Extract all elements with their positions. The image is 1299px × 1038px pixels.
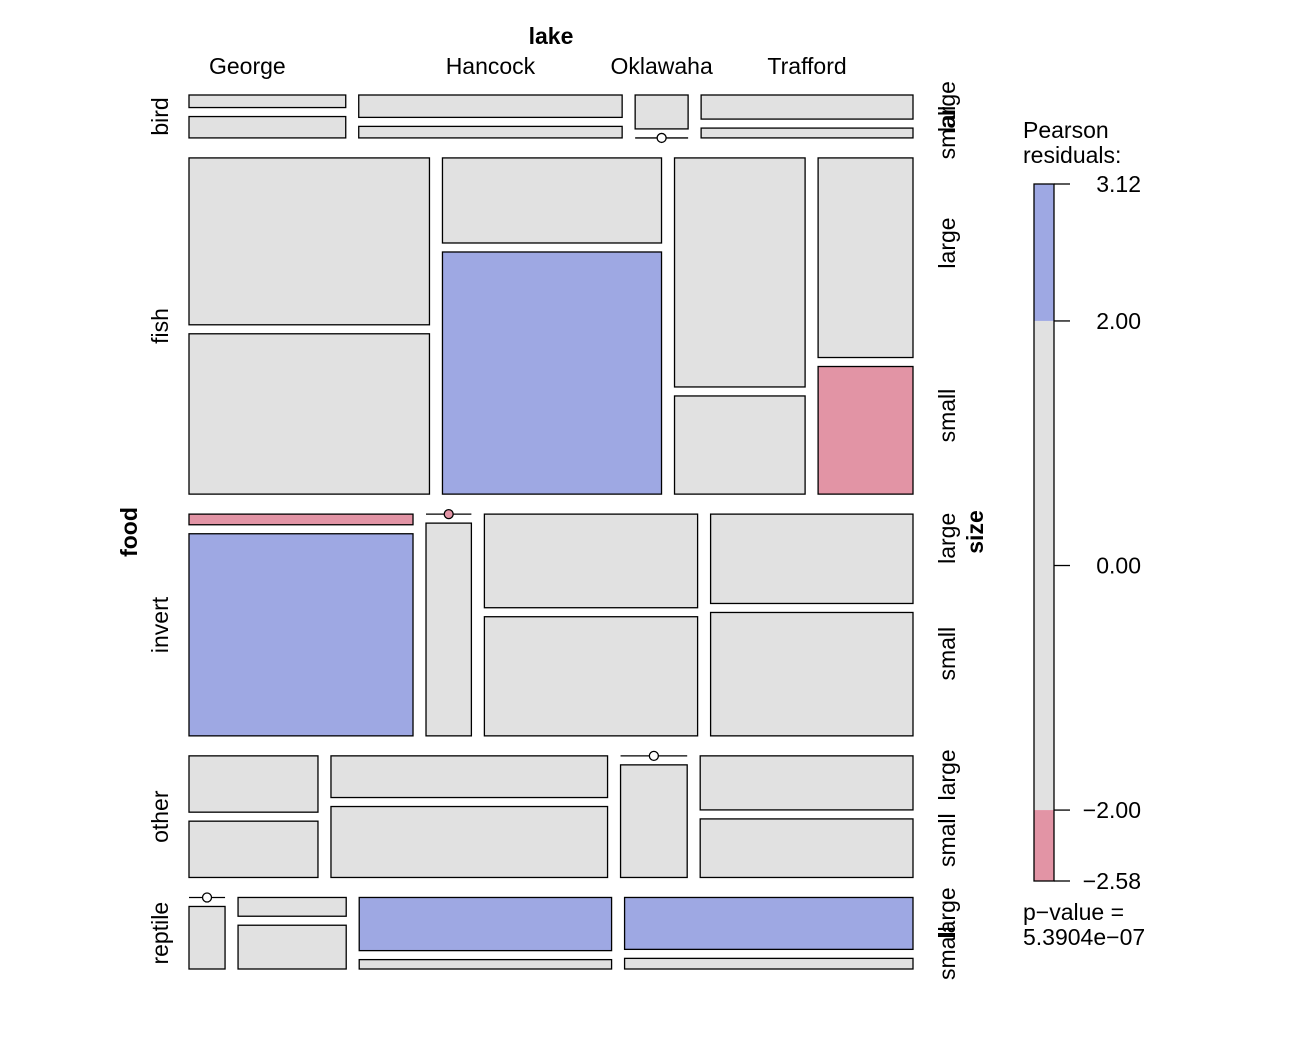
tile-fish-oklawaha-large xyxy=(673,157,806,388)
pvalue-line-1: 5.3904e−07 xyxy=(1023,924,1145,950)
split-label-small-reptile: small xyxy=(934,926,960,980)
tile-invert-george-small xyxy=(188,533,414,737)
legend-band-neutral xyxy=(1034,320,1054,811)
tile-reptile-trafford-large xyxy=(623,896,914,951)
legend-tick-label-2: 0.00 xyxy=(1096,553,1141,579)
legend-tick-label-1: 2.00 xyxy=(1096,308,1141,334)
row-label-reptile: reptile xyxy=(147,902,173,965)
split-label-small-bird: small xyxy=(934,106,960,160)
tile-fish-george-small xyxy=(188,333,431,495)
mosaic-tiles xyxy=(188,94,914,970)
tile-bird-george-large xyxy=(188,94,347,109)
tile-fish-hancock-large xyxy=(441,157,663,244)
legend-title-line-0: Pearson xyxy=(1023,117,1109,143)
tile-fish-trafford-large xyxy=(817,157,914,359)
row-label-bird: bird xyxy=(147,97,173,135)
legend-tick-label-4: −2.58 xyxy=(1083,868,1141,894)
tile-bird-hancock-small xyxy=(358,125,623,139)
tile-bird-trafford-large xyxy=(700,94,914,120)
split-label-large-bird: large xyxy=(934,81,960,132)
mosaic-labels: George Hancock Oklawaha Trafford lake bird fis… xyxy=(116,23,988,980)
legend-tick-label-0: 3.12 xyxy=(1096,171,1141,197)
tile-invert-oklawaha-large xyxy=(483,513,699,609)
tile-bird-hancock-large xyxy=(358,94,623,119)
tile-invert-hancock-large-zero-marker xyxy=(443,508,454,520)
row-label-fish: fish xyxy=(147,308,173,344)
tile-invert-oklawaha-small xyxy=(483,616,699,737)
legend-bar-frame xyxy=(1033,183,1055,882)
split-label-small-other: small xyxy=(934,813,960,867)
tile-bird-trafford-small xyxy=(700,127,914,139)
tile-fish-george-large xyxy=(188,157,431,326)
tile-other-oklawaha-small xyxy=(619,764,688,879)
tile-other-trafford-small xyxy=(699,818,914,879)
legend-band-negative xyxy=(1034,810,1054,881)
tile-invert-trafford-small xyxy=(709,611,914,737)
tile-fish-trafford-small xyxy=(817,365,914,495)
tile-bird-george-small xyxy=(188,115,347,139)
legend-band-positive xyxy=(1034,184,1054,321)
tile-other-hancock-small xyxy=(330,805,609,879)
tile-reptile-hancock-small xyxy=(237,924,347,970)
tile-other-oklawaha-large-zero-marker xyxy=(648,750,660,762)
tile-other-george-large xyxy=(188,755,319,813)
split-label-large-invert: large xyxy=(934,513,960,564)
legend-tick-label-3: −2.00 xyxy=(1083,797,1141,823)
tile-reptile-trafford-small xyxy=(623,957,914,970)
legend-title-line-1: residuals: xyxy=(1023,142,1121,168)
tile-reptile-oklawaha-large xyxy=(358,896,613,952)
split-axis-title: size xyxy=(962,510,988,553)
tile-invert-george-large xyxy=(188,513,414,526)
column-label-george: George xyxy=(209,53,286,79)
tile-reptile-hancock-large xyxy=(237,896,347,917)
tile-invert-trafford-large xyxy=(709,513,914,605)
column-axis-title: lake xyxy=(529,23,574,49)
split-label-large-fish: large xyxy=(934,217,960,268)
row-label-other: other xyxy=(147,790,173,843)
split-label-large-other: large xyxy=(934,749,960,800)
tile-other-trafford-large xyxy=(699,755,914,811)
row-axis-title: food xyxy=(116,507,142,557)
tile-other-george-small xyxy=(188,820,319,879)
tile-bird-oklawaha-small-zero-marker xyxy=(656,132,667,144)
split-label-large-reptile: large xyxy=(934,887,960,938)
column-label-oklawaha: Oklawaha xyxy=(610,53,712,79)
tile-other-hancock-large xyxy=(330,755,609,799)
tile-fish-hancock-small xyxy=(441,251,663,495)
column-label-hancock: Hancock xyxy=(446,53,536,79)
split-label-small-fish: small xyxy=(934,389,960,443)
tile-reptile-oklawaha-small xyxy=(358,958,613,970)
tile-invert-hancock-small xyxy=(425,522,473,737)
tile-reptile-george-large-zero-marker xyxy=(201,892,213,903)
tile-bird-oklawaha-large xyxy=(634,94,689,130)
split-label-small-invert: small xyxy=(934,627,960,681)
tile-reptile-george-small xyxy=(188,905,226,970)
row-label-invert: invert xyxy=(147,596,173,653)
tile-fish-oklawaha-small xyxy=(673,395,806,495)
pvalue-line-0: p−value = xyxy=(1023,899,1124,925)
column-label-trafford: Trafford xyxy=(767,53,846,79)
